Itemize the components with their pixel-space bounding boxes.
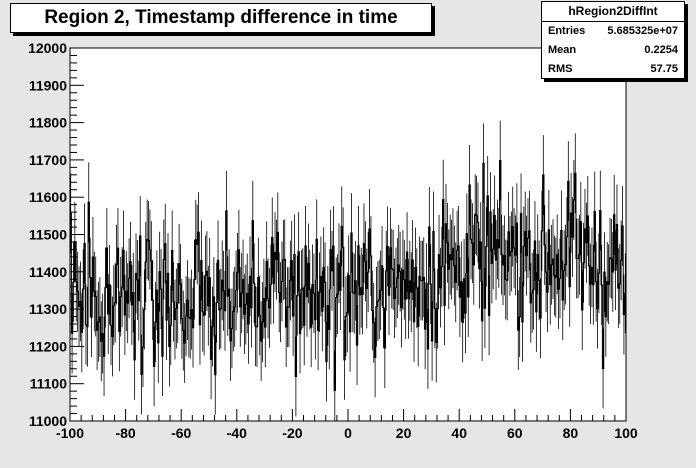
y-tick-label: 11600 xyxy=(29,189,67,205)
y-tick-label: 11800 xyxy=(29,115,67,131)
y-tick-label: 11200 xyxy=(29,338,67,354)
y-tick-label: 11500 xyxy=(29,227,67,243)
y-tick-label: 11900 xyxy=(29,77,67,93)
stats-value: 5.685325e+07 xyxy=(607,25,678,37)
chart-title: Region 2, Timestamp difference in time xyxy=(10,3,432,33)
x-tick-label: 20 xyxy=(396,425,412,441)
stats-box: hRegion2DiffInt Entries 5.685325e+07 Mea… xyxy=(541,1,685,79)
x-tick-label: 60 xyxy=(507,425,523,441)
stats-value: 57.75 xyxy=(650,63,678,75)
y-tick-label: 11300 xyxy=(29,301,67,317)
histogram-bins xyxy=(70,120,626,421)
stats-row-mean: Mean 0.2254 xyxy=(542,41,684,60)
y-tick-label: 11700 xyxy=(29,152,67,168)
x-tick-label: 100 xyxy=(614,425,638,441)
x-tick-label: -80 xyxy=(115,425,135,441)
x-tick-label: -40 xyxy=(227,425,247,441)
x-tick-label: -60 xyxy=(171,425,191,441)
stats-row-entries: Entries 5.685325e+07 xyxy=(542,22,684,41)
stats-label: RMS xyxy=(548,63,573,75)
stats-histogram-name: hRegion2DiffInt xyxy=(542,2,684,22)
axes: -100 -80 -60 -40 -20 0 20 40 60 80 100 11000 11100 11… xyxy=(28,40,638,441)
stats-label: Entries xyxy=(548,25,586,37)
y-tick-label: 11000 xyxy=(29,413,67,429)
x-tick-label: 80 xyxy=(563,425,579,441)
stats-row-rms: RMS 57.75 xyxy=(542,60,684,79)
x-tick-label: 40 xyxy=(451,425,467,441)
stats-label: Mean xyxy=(548,44,577,56)
stats-value: 0.2254 xyxy=(644,44,678,56)
histogram-line xyxy=(70,160,626,392)
y-tick-label: 12000 xyxy=(28,40,67,56)
x-tick-label: -20 xyxy=(282,425,302,441)
y-tick-label: 11400 xyxy=(29,264,67,280)
x-tick-label: -100 xyxy=(56,425,84,441)
x-tick-label: 0 xyxy=(344,425,352,441)
y-tick-label: 11100 xyxy=(30,376,68,392)
